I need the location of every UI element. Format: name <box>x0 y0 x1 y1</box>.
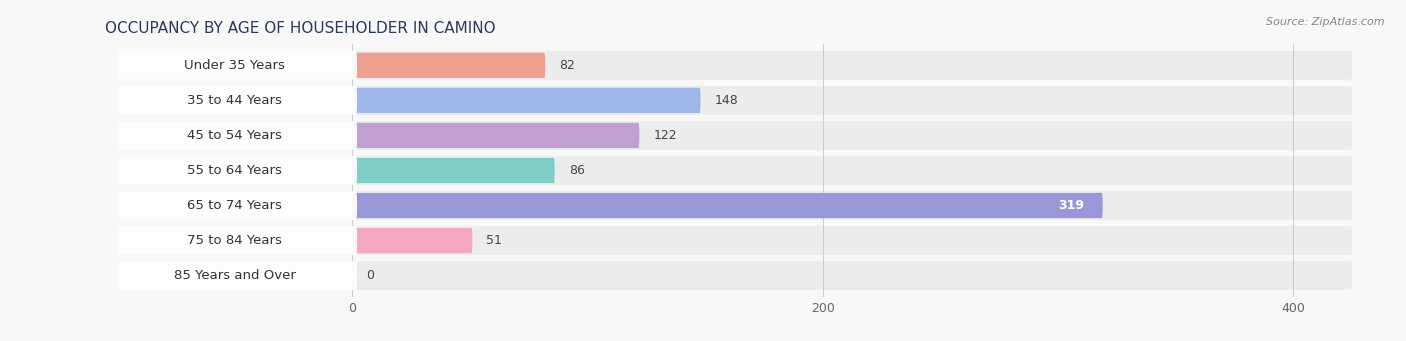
Text: 148: 148 <box>714 94 738 107</box>
FancyBboxPatch shape <box>353 88 700 113</box>
Text: OCCUPANCY BY AGE OF HOUSEHOLDER IN CAMINO: OCCUPANCY BY AGE OF HOUSEHOLDER IN CAMIN… <box>105 21 496 36</box>
Text: 0: 0 <box>367 269 374 282</box>
FancyBboxPatch shape <box>353 158 555 183</box>
Text: 122: 122 <box>654 129 678 142</box>
FancyBboxPatch shape <box>117 191 357 220</box>
FancyBboxPatch shape <box>117 156 1353 185</box>
FancyBboxPatch shape <box>117 226 1353 255</box>
Text: Under 35 Years: Under 35 Years <box>184 59 285 72</box>
FancyBboxPatch shape <box>117 156 357 185</box>
Text: 86: 86 <box>569 164 585 177</box>
FancyBboxPatch shape <box>117 121 357 150</box>
Text: 45 to 54 Years: 45 to 54 Years <box>187 129 283 142</box>
Text: 35 to 44 Years: 35 to 44 Years <box>187 94 283 107</box>
FancyBboxPatch shape <box>353 53 546 78</box>
Text: 51: 51 <box>486 234 502 247</box>
FancyBboxPatch shape <box>353 193 1102 218</box>
FancyBboxPatch shape <box>117 226 357 255</box>
FancyBboxPatch shape <box>117 51 1353 80</box>
FancyBboxPatch shape <box>117 261 1353 290</box>
Text: 55 to 64 Years: 55 to 64 Years <box>187 164 283 177</box>
FancyBboxPatch shape <box>117 86 1353 115</box>
FancyBboxPatch shape <box>117 86 357 115</box>
FancyBboxPatch shape <box>117 121 1353 150</box>
Text: 65 to 74 Years: 65 to 74 Years <box>187 199 283 212</box>
FancyBboxPatch shape <box>117 191 1353 220</box>
FancyBboxPatch shape <box>353 263 357 288</box>
Text: Source: ZipAtlas.com: Source: ZipAtlas.com <box>1267 17 1385 27</box>
Text: 82: 82 <box>560 59 575 72</box>
Text: 319: 319 <box>1057 199 1084 212</box>
FancyBboxPatch shape <box>117 51 357 80</box>
Text: 75 to 84 Years: 75 to 84 Years <box>187 234 283 247</box>
FancyBboxPatch shape <box>353 123 640 148</box>
FancyBboxPatch shape <box>353 228 472 253</box>
Text: 85 Years and Over: 85 Years and Over <box>174 269 295 282</box>
FancyBboxPatch shape <box>117 261 357 290</box>
